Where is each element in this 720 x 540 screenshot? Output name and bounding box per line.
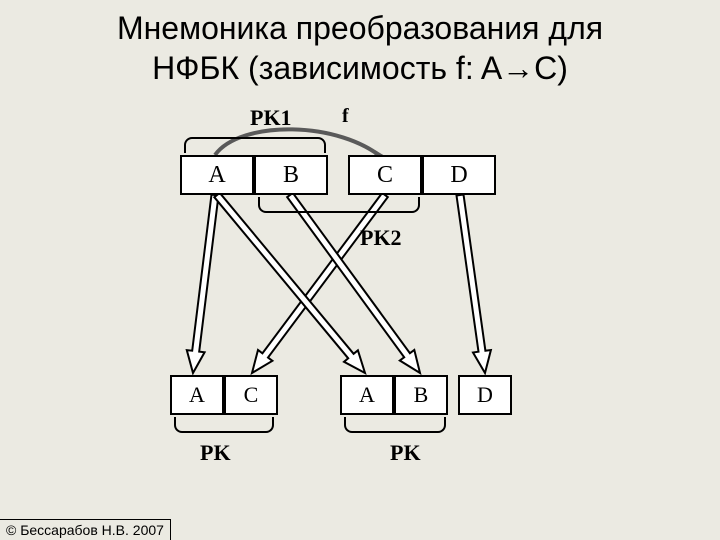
title-line-2: НФБК (зависимость f: A→C) [152,50,568,86]
bracket-pk1 [184,137,326,153]
cell-a: A [340,375,394,415]
label-pk-left: PK [200,440,231,466]
label-pk1: PK1 [250,105,292,131]
arrow [457,195,491,374]
arrow [287,193,420,373]
label-pk-right: PK [390,440,421,466]
title-line-1: Мнемоника преобразования для [117,10,603,46]
arrow [252,193,388,373]
cell-b: B [254,155,328,195]
bracket-pk-left [174,417,274,433]
arrow [214,193,365,373]
slide: Мнемоника преобразования для НФБК (завис… [0,0,720,540]
cell-c: C [348,155,422,195]
cell-d: D [458,375,512,415]
copyright: © Бессарабов Н.В. 2007 [0,519,171,540]
slide-title: Мнемоника преобразования для НФБК (завис… [0,8,720,88]
label-f: f [342,105,349,128]
cell-a: A [170,375,224,415]
cell-c: C [224,375,278,415]
cell-b: B [394,375,448,415]
cell-a: A [180,155,254,195]
arrow [187,195,219,373]
diagram: ABCDACABDPK1fPK2PKPK [170,95,550,475]
label-pk2: PK2 [360,225,402,251]
bracket-pk2 [258,197,420,213]
bracket-pk-right [344,417,446,433]
cell-d: D [422,155,496,195]
